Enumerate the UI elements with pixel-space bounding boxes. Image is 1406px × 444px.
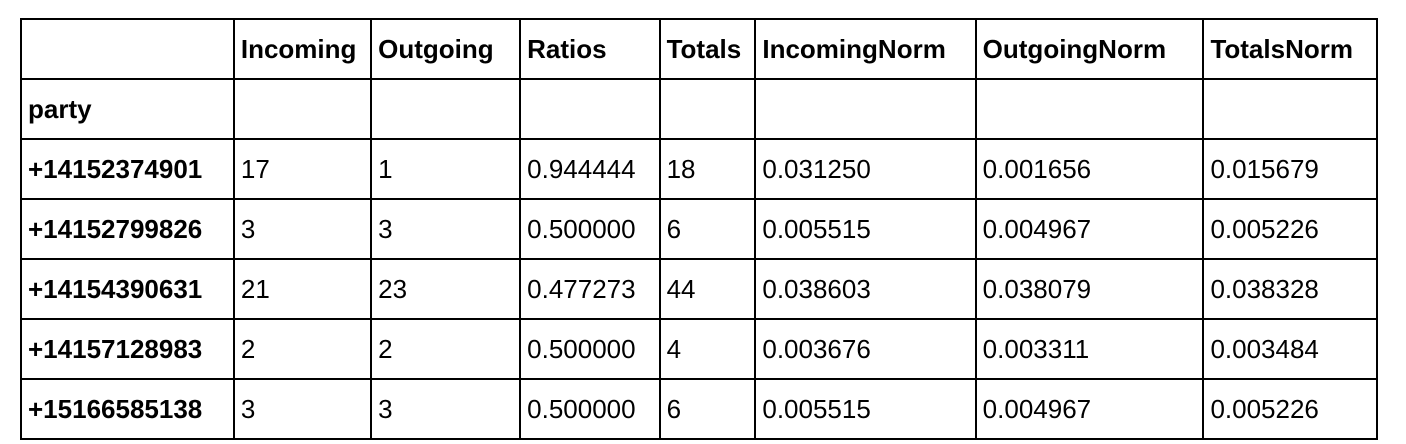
outgoing-norm-cell: 0.004967 <box>974 198 1205 260</box>
totals-norm-cell: 0.005226 <box>1202 198 1378 260</box>
row-index-cell: +15166585138 <box>20 378 235 440</box>
ratios-cell: 0.500000 <box>519 318 661 380</box>
totals-norm-cell: 0.003484 <box>1202 318 1378 380</box>
incoming-norm-cell: 0.038603 <box>754 258 977 320</box>
empty-cell <box>974 78 1205 140</box>
table-row: +14154390631 21 23 0.477273 44 0.038603 0.0380… <box>20 258 1378 320</box>
outgoing-cell: 3 <box>370 198 522 260</box>
empty-cell <box>519 78 661 140</box>
totals-norm-cell: 0.038328 <box>1202 258 1378 320</box>
totals-cell: 6 <box>658 378 757 440</box>
ratios-cell: 0.944444 <box>519 138 661 200</box>
table-row: +14152799826 3 3 0.500000 6 0.005515 0.004967 0… <box>20 198 1378 260</box>
column-header-ratios: Ratios <box>519 18 661 80</box>
totals-norm-cell: 0.015679 <box>1202 138 1378 200</box>
ratios-cell: 0.500000 <box>519 198 661 260</box>
empty-cell <box>754 78 977 140</box>
outgoing-cell: 1 <box>370 138 522 200</box>
totals-cell: 18 <box>658 138 757 200</box>
incoming-norm-cell: 0.005515 <box>754 198 977 260</box>
table-row: +15166585138 3 3 0.500000 6 0.005515 0.004967 0… <box>20 378 1378 440</box>
table-row: +14152374901 17 1 0.944444 18 0.031250 0.00165… <box>20 138 1378 200</box>
incoming-norm-cell: 0.005515 <box>754 378 977 440</box>
header-row: Incoming Outgoing Ratios Totals Incoming… <box>20 18 1378 80</box>
incoming-cell: 2 <box>232 318 373 380</box>
row-index-cell: +14152374901 <box>20 138 235 200</box>
column-header-outgoing: Outgoing <box>370 18 522 80</box>
incoming-cell: 3 <box>232 378 373 440</box>
empty-cell <box>658 78 757 140</box>
column-header-incoming-norm: IncomingNorm <box>754 18 977 80</box>
ratios-cell: 0.500000 <box>519 378 661 440</box>
incoming-cell: 3 <box>232 198 373 260</box>
outgoing-norm-cell: 0.003311 <box>974 318 1205 380</box>
empty-cell <box>232 78 373 140</box>
data-table: Incoming Outgoing Ratios Totals Incoming… <box>20 18 1378 440</box>
totals-cell: 44 <box>658 258 757 320</box>
row-index-cell: +14157128983 <box>20 318 235 380</box>
outgoing-norm-cell: 0.004967 <box>974 378 1205 440</box>
row-index-cell: +14152799826 <box>20 198 235 260</box>
incoming-norm-cell: 0.031250 <box>754 138 977 200</box>
outgoing-cell: 23 <box>370 258 522 320</box>
outgoing-cell: 2 <box>370 318 522 380</box>
index-name-row: party <box>20 78 1378 140</box>
column-header-index <box>20 18 235 80</box>
empty-cell <box>1202 78 1378 140</box>
incoming-norm-cell: 0.003676 <box>754 318 977 380</box>
incoming-cell: 17 <box>232 138 373 200</box>
column-header-totals: Totals <box>658 18 757 80</box>
column-header-outgoing-norm: OutgoingNorm <box>974 18 1205 80</box>
outgoing-norm-cell: 0.001656 <box>974 138 1205 200</box>
table-body: +14152374901 17 1 0.944444 18 0.031250 0.00165… <box>20 138 1378 440</box>
totals-cell: 6 <box>658 198 757 260</box>
incoming-cell: 21 <box>232 258 373 320</box>
ratios-cell: 0.477273 <box>519 258 661 320</box>
column-header-incoming: Incoming <box>232 18 373 80</box>
totals-cell: 4 <box>658 318 757 380</box>
outgoing-norm-cell: 0.038079 <box>974 258 1205 320</box>
index-name-cell: party <box>20 78 235 140</box>
empty-cell <box>370 78 522 140</box>
outgoing-cell: 3 <box>370 378 522 440</box>
column-header-totals-norm: TotalsNorm <box>1202 18 1378 80</box>
totals-norm-cell: 0.005226 <box>1202 378 1378 440</box>
row-index-cell: +14154390631 <box>20 258 235 320</box>
table-row: +14157128983 2 2 0.500000 4 0.003676 0.003311 0… <box>20 318 1378 380</box>
